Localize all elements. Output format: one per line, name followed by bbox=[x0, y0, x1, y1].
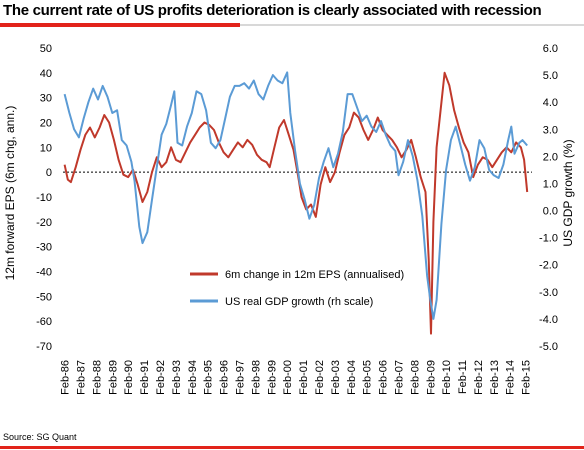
x-tick-label: Feb-95 bbox=[203, 360, 215, 395]
x-tick-label: Feb-01 bbox=[298, 360, 310, 395]
x-tick-label: Feb-88 bbox=[91, 360, 103, 395]
x-tick-label: Feb-13 bbox=[489, 360, 501, 395]
line-chart: -70 -60 -50 -40 -30 -20 -10 0 10 20 30 40 50 -5.0 -4.… bbox=[3, 43, 575, 395]
right-axis-title: US GDP growth (%) bbox=[561, 139, 575, 246]
x-tick-label: Feb-06 bbox=[378, 360, 390, 395]
x-tick-label: Feb-87 bbox=[75, 360, 87, 395]
right-tick-label: -4.0 bbox=[539, 314, 558, 326]
x-tick-label: Feb-05 bbox=[362, 360, 374, 395]
right-tick-label: 3.0 bbox=[543, 124, 558, 136]
x-tick-label: Feb-14 bbox=[505, 360, 517, 395]
series-layer bbox=[63, 71, 529, 335]
left-tick-label: -10 bbox=[36, 192, 52, 204]
right-tick-label: 6.0 bbox=[543, 43, 558, 55]
x-tick-label: Feb-12 bbox=[473, 360, 485, 395]
right-tick-label: -3.0 bbox=[539, 287, 558, 299]
right-tick-label: 1.0 bbox=[543, 178, 558, 190]
right-tick-label: -1.0 bbox=[539, 233, 558, 245]
right-tick-label: 2.0 bbox=[543, 151, 558, 163]
title-rule bbox=[0, 24, 584, 26]
x-tick-label: Feb-02 bbox=[314, 360, 326, 395]
left-tick-label: 40 bbox=[40, 68, 52, 80]
x-tick-label: Feb-98 bbox=[250, 360, 262, 395]
x-tick-label: Feb-91 bbox=[139, 360, 151, 395]
left-tick-label: -50 bbox=[36, 291, 52, 303]
source-note: Source: SG Quant bbox=[3, 432, 77, 442]
x-tick-label: Feb-08 bbox=[409, 360, 421, 395]
left-tick-label: 0 bbox=[46, 167, 52, 179]
x-axis-ticks: Feb-86 Feb-87 Feb-88 Feb-89 Feb-90 Feb-91 Feb-… bbox=[60, 360, 533, 395]
right-tick-label: 4.0 bbox=[543, 97, 558, 109]
x-tick-label: Feb-97 bbox=[234, 360, 246, 395]
left-tick-label: -30 bbox=[36, 242, 52, 254]
bottom-rule bbox=[0, 446, 584, 449]
gdp-series-line bbox=[63, 71, 528, 320]
x-tick-label: Feb-92 bbox=[155, 360, 167, 395]
right-tick-label: -5.0 bbox=[539, 341, 558, 353]
x-tick-label: Feb-94 bbox=[187, 360, 199, 395]
left-tick-label: -20 bbox=[36, 217, 52, 229]
x-tick-label: Feb-89 bbox=[107, 360, 119, 395]
x-tick-label: Feb-00 bbox=[282, 360, 294, 395]
x-tick-label: Feb-10 bbox=[441, 360, 453, 395]
left-tick-label: -70 bbox=[36, 341, 52, 353]
left-tick-label: 50 bbox=[40, 43, 52, 55]
left-tick-label: 10 bbox=[40, 142, 52, 154]
chart-title: The current rate of US profits deteriora… bbox=[3, 2, 542, 19]
x-tick-label: Feb-90 bbox=[123, 360, 135, 395]
x-tick-label: Feb-03 bbox=[330, 360, 342, 395]
right-tick-label: -2.0 bbox=[539, 260, 558, 272]
legend: 6m change in 12m EPS (annualised) US rea… bbox=[190, 269, 404, 308]
right-axis-ticks: -5.0 -4.0 -3.0 -2.0 -1.0 0.0 1.0 2.0 3.0 4.0 5.0 6.… bbox=[539, 43, 558, 353]
legend-label-eps: 6m change in 12m EPS (annualised) bbox=[225, 269, 404, 281]
left-tick-label: -40 bbox=[36, 267, 52, 279]
left-axis-ticks: -70 -60 -50 -40 -30 -20 -10 0 10 20 30 40 50 bbox=[36, 43, 52, 353]
x-tick-label: Feb-11 bbox=[457, 360, 469, 394]
eps-series-line bbox=[63, 71, 529, 335]
x-tick-label: Feb-96 bbox=[219, 360, 231, 395]
legend-label-gdp: US real GDP growth (rh scale) bbox=[225, 296, 373, 308]
title-accent-rule bbox=[0, 23, 240, 27]
x-tick-label: Feb-09 bbox=[425, 360, 437, 395]
left-tick-label: 20 bbox=[40, 118, 52, 130]
x-tick-label: Feb-99 bbox=[266, 360, 278, 395]
x-tick-label: Feb-15 bbox=[521, 360, 533, 395]
x-tick-label: Feb-04 bbox=[346, 360, 358, 395]
left-tick-label: -60 bbox=[36, 316, 52, 328]
x-tick-label: Feb-07 bbox=[393, 360, 405, 395]
x-tick-label: Feb-86 bbox=[60, 360, 72, 395]
x-tick-label: Feb-93 bbox=[171, 360, 183, 395]
left-tick-label: 30 bbox=[40, 93, 52, 105]
right-tick-label: 5.0 bbox=[543, 70, 558, 82]
right-tick-label: 0.0 bbox=[543, 206, 558, 218]
left-axis-title: 12m forward EPS (6m chg, ann.) bbox=[3, 106, 17, 281]
